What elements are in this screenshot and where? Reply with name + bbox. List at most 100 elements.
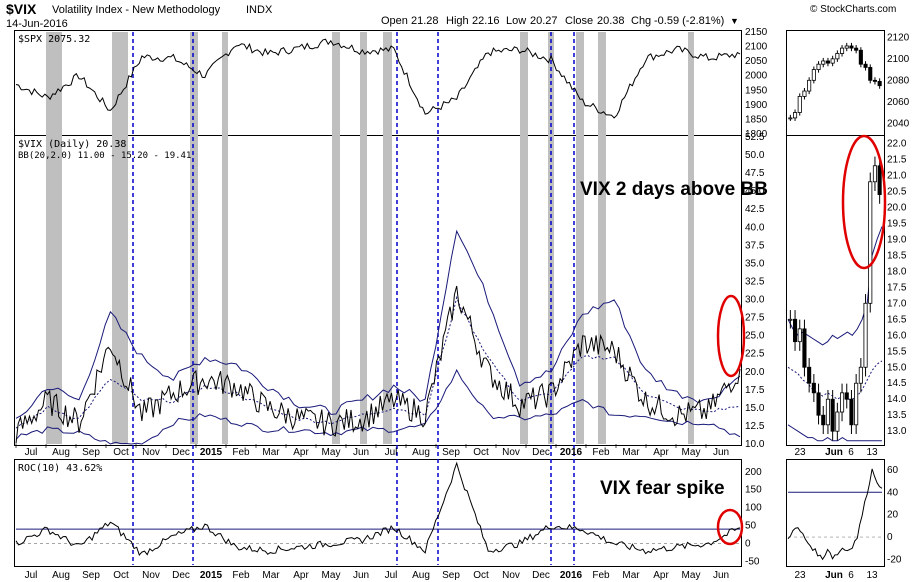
vix-zoom-candle — [872, 165, 877, 183]
chart-header: $VIX Volatility Index - New Methodology … — [6, 1, 896, 30]
vix-zoom-candle — [849, 398, 854, 426]
spx-zoom-ytick: 2060 — [887, 97, 910, 108]
main-xtick: May — [322, 570, 341, 581]
zoom-xtick: Jun — [825, 570, 843, 581]
vix-main-highlight-ellipse — [716, 294, 746, 378]
gridlines — [15, 444, 707, 448]
main-xtick: Aug — [412, 570, 430, 581]
roc-ytick: 150 — [745, 485, 762, 496]
vix-xtick: Jul — [385, 447, 398, 458]
vix-ytick: 50.0 — [745, 150, 765, 161]
shade-band-10 — [598, 32, 606, 444]
shade-band-11 — [688, 32, 694, 444]
bb-upper-line — [15, 229, 741, 419]
vix-panel-frame — [14, 135, 742, 446]
vix-price-line — [15, 285, 741, 444]
main-xtick: Jul — [25, 570, 38, 581]
spx-zoom-candle — [816, 63, 821, 70]
roc-line — [15, 461, 741, 556]
vix-zoom-candle — [877, 165, 882, 195]
roc-zoom-ytick: 60 — [887, 465, 899, 476]
vix-zoom-candle — [825, 398, 830, 426]
vix-xtick: Mar — [262, 447, 280, 458]
spx-ytick: 1950 — [745, 85, 768, 96]
main-xtick: Jul — [385, 570, 398, 581]
vix-xtick: May — [322, 447, 341, 458]
vix-zoom-candle — [816, 392, 821, 416]
vix-ytick: 17.5 — [745, 385, 765, 396]
vix-zoom-candle — [821, 414, 826, 426]
zoom-xtick: 13 — [866, 570, 878, 581]
vix-xtick: Sep — [442, 447, 460, 458]
spx-zoom-ytick: 2120 — [887, 32, 910, 43]
vix-ytick: 20.0 — [745, 367, 765, 378]
roc-ytick: 0 — [745, 539, 751, 550]
vix-ytick: 52.5 — [745, 132, 765, 143]
roc-ytick: 100 — [745, 503, 762, 514]
exchange-label: INDX — [246, 4, 273, 16]
vix-xtick: Apr — [653, 447, 669, 458]
shaded-bands — [46, 32, 694, 444]
main-xtick: Feb — [592, 570, 610, 581]
vix-zoom-ytick: 15.0 — [887, 362, 907, 373]
roc-highlight-ellipse — [716, 508, 744, 546]
main-xtick: Apr — [293, 570, 309, 581]
vix-zoom-candle — [811, 382, 816, 394]
shade-band-5 — [360, 32, 367, 444]
vix-ytick: 22.5 — [745, 349, 765, 360]
roc-zoom-ytick: 0 — [887, 532, 893, 543]
main-xtick: Apr — [653, 570, 669, 581]
vix-zoom-candle — [840, 392, 845, 413]
vix-ytick: 12.5 — [745, 421, 765, 432]
vix-legend: $VIX (Daily) 20.38 — [18, 139, 126, 150]
zoom-xtick: 6 — [848, 570, 854, 581]
vix-zoom-ytick: 13.0 — [887, 426, 907, 437]
roc-ytick: -50 — [745, 556, 760, 567]
vix-zoom-frame — [786, 135, 885, 446]
main-xtick: 2015 — [200, 570, 223, 581]
spx-zoom-candle — [877, 80, 882, 87]
vix-ytick: 37.5 — [745, 240, 765, 251]
spx-zoom-candle — [863, 63, 868, 68]
main-xtick: Mar — [262, 570, 280, 581]
zoom-vix-xtick: 23 — [794, 447, 806, 458]
main-xtick: Sep — [82, 570, 100, 581]
main-xtick: Sep — [442, 570, 460, 581]
spx-zoom-candle — [844, 45, 849, 49]
panel-legends: $SPX 2075.32 $VIX (Daily) 20.38 BB(20,2.… — [18, 34, 191, 474]
zoom-candles — [788, 42, 882, 441]
vix-zoom-candle — [844, 392, 849, 400]
vix-zoom-candle — [863, 302, 868, 368]
watermark: © StockCharts.com — [810, 4, 896, 15]
blue-dashed-event-lines — [132, 32, 575, 565]
main-xtick: Nov — [502, 570, 520, 581]
vix-ytick: 10.0 — [745, 439, 765, 450]
vix-zoom-candle — [830, 398, 835, 432]
vix-zoom-ytick: 17.5 — [887, 282, 907, 293]
vix-xtick: Feb — [592, 447, 610, 458]
spx-ytick: 2100 — [745, 42, 768, 53]
close-label: Close — [565, 15, 593, 27]
vix-zoom-ytick: 22.0 — [887, 138, 907, 149]
shade-band-7 — [520, 32, 528, 444]
vix-zoom-ytick: 19.0 — [887, 234, 907, 245]
zoom-bb-lower-line — [787, 424, 882, 442]
shade-band-2 — [190, 32, 198, 444]
high-label: High — [446, 15, 469, 27]
spx-zoom-candle — [849, 45, 854, 49]
vix-zoom-candle — [854, 382, 859, 426]
vix-xtick: Oct — [113, 447, 129, 458]
spx-zoom-candle — [825, 60, 830, 64]
chg-label: Chg — [631, 15, 651, 27]
main-xtick: May — [682, 570, 701, 581]
spx-legend: $SPX 2075.32 — [18, 34, 90, 45]
vix-xtick: May — [682, 447, 701, 458]
bb-annotation-text: VIX 2 days above BB — [580, 179, 768, 200]
spx-ytick: 1900 — [745, 100, 768, 111]
chg-value: -0.59 (-2.81%) — [654, 15, 724, 27]
spx-zoom-candle — [807, 79, 812, 92]
vix-zoom-candle — [802, 328, 807, 368]
spx-zoom-ytick: 2100 — [887, 54, 910, 65]
vix-zoom-ytick: 16.5 — [887, 314, 907, 325]
